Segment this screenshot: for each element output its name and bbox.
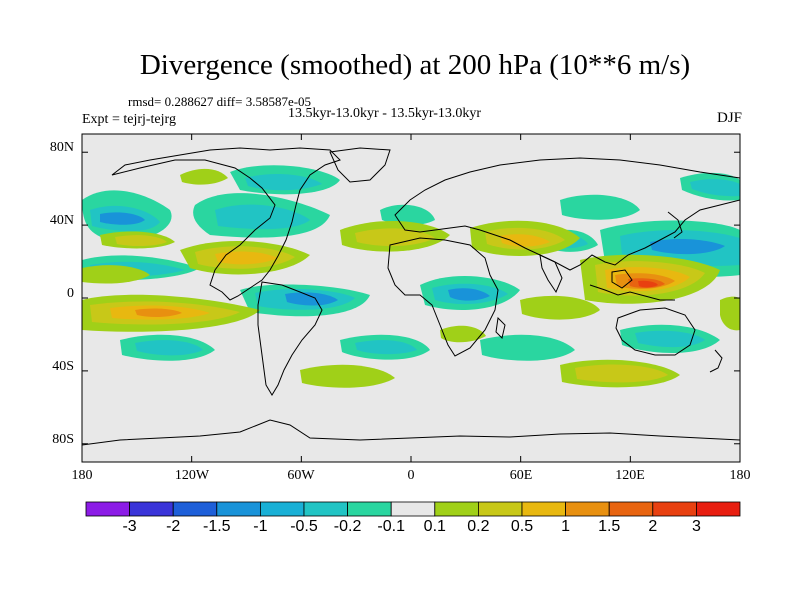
lat-label: 0: [67, 286, 74, 301]
contour-region: [180, 168, 228, 185]
colorbar-swatch: [85, 501, 130, 517]
coastline-europe-asia: [394, 157, 740, 271]
contour-region: [300, 364, 395, 388]
colorbar: [85, 501, 741, 517]
colorbar-swatch: [259, 501, 305, 517]
colorbar-swatch: [303, 501, 348, 517]
lat-label: 80N: [49, 140, 74, 155]
contour-region: [355, 340, 417, 355]
colorbar-label: -1.5: [203, 518, 231, 535]
coastline-new-zealand: [709, 349, 723, 373]
contour-region: [355, 228, 435, 247]
colorbar-swatch: [434, 501, 479, 517]
colorbar-swatch: [652, 501, 697, 517]
colorbar-label: -0.5: [290, 518, 318, 535]
lon-label: 60W: [287, 468, 315, 483]
lon-label: 180: [729, 468, 751, 483]
colorbar-label: 0.1: [423, 518, 446, 535]
lon-label: 60E: [509, 468, 533, 483]
contour-region: [135, 340, 203, 356]
lat-label: 80S: [52, 432, 74, 447]
season-label: DJF: [716, 110, 742, 126]
coastline-north-america: [111, 147, 341, 301]
coastline-japan: [667, 211, 683, 239]
contour-region: [215, 251, 278, 265]
plot-title: Divergence (smoothed) at 200 hPa (10**6 …: [139, 49, 691, 81]
coastline-australia: [615, 307, 696, 356]
coastline-borneo: [611, 269, 633, 289]
colorbar-label: -2: [166, 518, 181, 535]
contour-region: [285, 292, 338, 306]
colorbar-swatch: [477, 501, 523, 517]
colorbar-label: 0.2: [467, 518, 490, 535]
colorbar-swatch: [565, 501, 610, 517]
lon-label: 0: [407, 468, 415, 483]
contour-fill-layer: [82, 165, 740, 388]
colorbar-swatch: [521, 501, 566, 517]
contour-region: [638, 280, 658, 288]
coastlines: [82, 147, 740, 446]
colorbar-label: 0.5: [510, 518, 534, 535]
contour-region: [560, 194, 640, 220]
colorbar-label: -3: [122, 518, 137, 535]
colorbar-swatch: [390, 501, 436, 517]
period-label: 13.5kyr-13.0kyr - 13.5kyr-13.0kyr: [288, 106, 482, 121]
contour-region: [100, 212, 145, 225]
contour-region: [215, 204, 310, 230]
contour-region: [380, 204, 435, 226]
colorbar-label: 3: [691, 518, 701, 535]
colorbar-label: 1: [561, 518, 571, 535]
contour-region: [650, 239, 725, 255]
colorbar-swatch: [696, 501, 741, 517]
contour-region: [115, 235, 167, 247]
colorbar-swatch: [608, 501, 654, 517]
axis-ticks: [81, 134, 741, 462]
contour-region: [720, 296, 740, 331]
lon-label: 120E: [615, 468, 645, 483]
contour-region: [82, 265, 150, 284]
colorbar-label: 1.5: [598, 518, 621, 535]
contour-region: [635, 330, 705, 348]
colorbar-label: 2: [648, 518, 658, 535]
experiment-label: Expt = tejrj-tejrg: [82, 112, 176, 127]
lat-label: 40N: [49, 213, 74, 228]
colorbar-label: -0.2: [333, 518, 362, 535]
contour-region: [520, 295, 600, 320]
contour-region: [690, 179, 740, 197]
colorbar-label: -0.1: [377, 518, 405, 535]
contour-region: [575, 364, 668, 383]
coastline-madagascar: [495, 316, 506, 339]
contour-region: [448, 288, 490, 301]
colorbar-swatch: [172, 501, 218, 517]
coastline-india: [539, 254, 563, 294]
lon-label: 180: [71, 468, 93, 483]
colorbar-swatch: [129, 501, 174, 517]
contour-region: [135, 308, 182, 318]
coastline-indonesia: [589, 284, 675, 301]
colorbar-label: -1: [253, 518, 268, 535]
contour-region: [480, 334, 575, 361]
contour-region: [440, 325, 486, 343]
stats-text: rmsd= 0.288627 diff= 3.58587e-05: [128, 94, 312, 109]
lat-label: 40S: [52, 359, 74, 374]
coastline-antarctica: [82, 419, 740, 446]
coastline-greenland: [329, 147, 391, 183]
lon-label: 120W: [174, 468, 210, 483]
coastline-south-america: [257, 281, 323, 396]
coastline-africa: [387, 237, 499, 357]
contour-region: [500, 234, 550, 247]
colorbar-swatch: [216, 501, 261, 517]
colorbar-swatch: [347, 501, 392, 517]
